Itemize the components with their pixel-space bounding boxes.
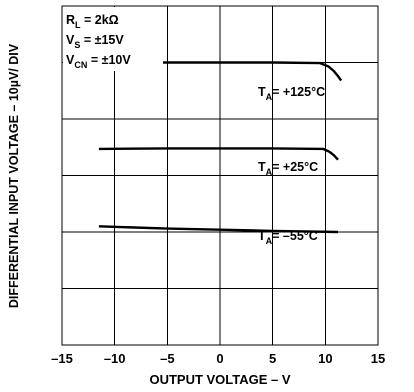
x-tick-label: –15 <box>51 351 73 366</box>
series-line <box>98 225 339 234</box>
series-group: TA= +125°C TA= +25°C TA= –55°C <box>98 61 343 246</box>
condition-label: RL = 2kΩ <box>66 13 119 30</box>
x-tick-labels: –15 –10 –5 0 5 10 15 <box>51 351 385 366</box>
condition-label: VS = ±15V <box>66 33 124 50</box>
series-line <box>98 61 343 82</box>
x-tick-label: –5 <box>160 351 174 366</box>
x-axis-label: OUTPUT VOLTAGE – V <box>149 372 290 387</box>
plot-frame <box>61 5 379 346</box>
series-label: TA= +125°C <box>258 85 325 102</box>
x-tick-label: 15 <box>371 351 385 366</box>
legend-background <box>63 7 163 71</box>
conditions-legend: RL = 2kΩ VS = ±15V VCN = ±10V <box>63 7 163 71</box>
y-axis-label: DIFFERENTIAL INPUT VOLTAGE – 10µV/ DIV <box>7 43 21 308</box>
series-label: TA= –55°C <box>258 229 318 246</box>
series-label: TA= +25°C <box>258 160 318 177</box>
x-tick-label: 5 <box>269 351 276 366</box>
x-tick-label: –10 <box>104 351 126 366</box>
condition-label: VCN = ±10V <box>66 53 131 70</box>
x-tick-label: 10 <box>318 351 332 366</box>
series-line <box>98 147 339 161</box>
x-tick-label: 0 <box>216 351 223 366</box>
